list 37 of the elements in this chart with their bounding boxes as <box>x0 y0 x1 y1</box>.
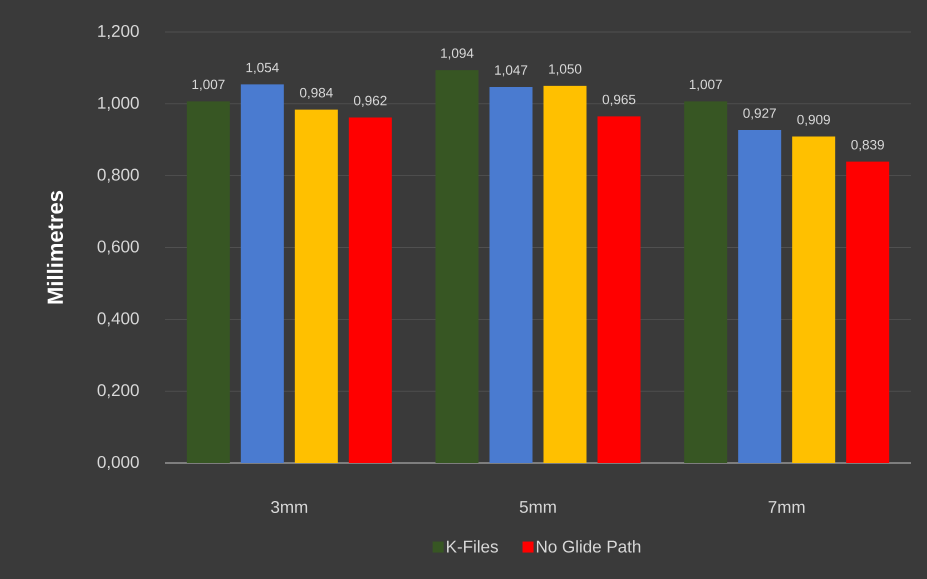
bar <box>846 162 890 463</box>
data-label: 0,839 <box>851 140 884 152</box>
legend-label: K-Files <box>447 540 498 553</box>
y-axis-title: Millimetres <box>46 190 64 304</box>
y-tick-label: 0,800 <box>98 168 139 183</box>
data-label: 0,927 <box>743 108 776 120</box>
bar <box>684 101 728 463</box>
y-tick-label: 1,000 <box>98 96 139 111</box>
bar <box>348 117 392 463</box>
y-tick-label: 1,200 <box>98 24 139 40</box>
data-label: 0,984 <box>300 88 333 100</box>
x-tick-label: 7mm <box>768 501 804 513</box>
data-label: 0,962 <box>354 96 387 107</box>
data-label: 1,007 <box>192 80 225 91</box>
x-tick-label: 3mm <box>271 500 308 514</box>
bar <box>544 86 586 463</box>
bar <box>186 101 230 463</box>
bar <box>738 130 782 463</box>
bar <box>294 110 338 463</box>
bar <box>436 70 478 463</box>
legend-label: No Glide Path <box>536 540 640 553</box>
y-tick-label: 0,000 <box>98 456 139 470</box>
bar <box>490 86 533 463</box>
y-tick-label: 0,600 <box>98 240 139 255</box>
bar <box>792 136 836 463</box>
bar <box>598 116 641 463</box>
y-tick-label: 0,200 <box>98 384 139 398</box>
data-label: 0,909 <box>797 114 830 126</box>
data-label: 1,054 <box>246 62 279 74</box>
data-label: 1,094 <box>441 48 474 60</box>
data-label: 0,965 <box>602 94 636 106</box>
x-tick-label: 5mm <box>520 501 556 513</box>
data-label: 1,007 <box>690 80 722 91</box>
bar <box>240 84 284 463</box>
y-tick-label: 0,400 <box>98 312 139 326</box>
data-label: 1,047 <box>495 65 528 76</box>
data-label: 1,050 <box>549 64 582 76</box>
